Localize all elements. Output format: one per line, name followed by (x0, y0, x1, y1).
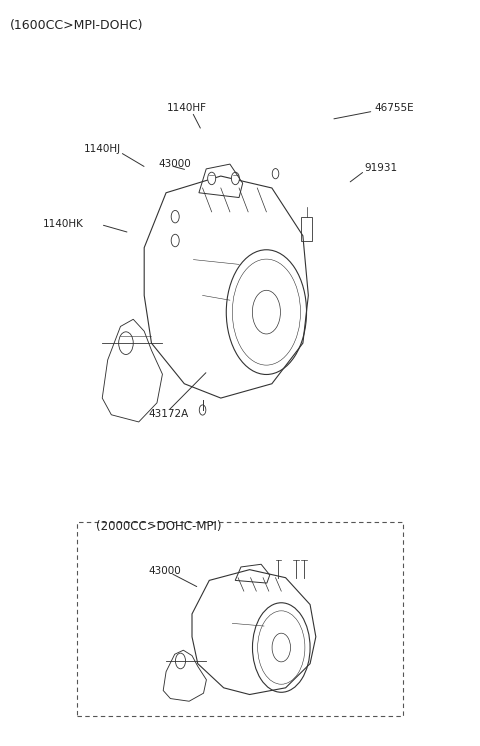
Circle shape (231, 172, 240, 185)
Text: 46755E: 46755E (374, 103, 414, 113)
Text: (2000CC>DOHC-MPI): (2000CC>DOHC-MPI) (96, 521, 221, 533)
Circle shape (171, 234, 179, 247)
Text: 43000: 43000 (158, 159, 191, 169)
Text: 1140HJ: 1140HJ (84, 144, 121, 154)
Text: 43172A: 43172A (149, 409, 189, 419)
Circle shape (208, 172, 216, 185)
Text: (1600CC>MPI-DOHC): (1600CC>MPI-DOHC) (10, 19, 143, 31)
Text: 43000: 43000 (149, 565, 181, 576)
Text: 1140HF: 1140HF (167, 103, 207, 113)
Bar (77, 522, 403, 716)
Circle shape (171, 210, 179, 223)
Text: 1140HK: 1140HK (43, 219, 84, 229)
Text: 91931: 91931 (365, 163, 398, 173)
Circle shape (199, 405, 206, 415)
Circle shape (272, 169, 279, 179)
